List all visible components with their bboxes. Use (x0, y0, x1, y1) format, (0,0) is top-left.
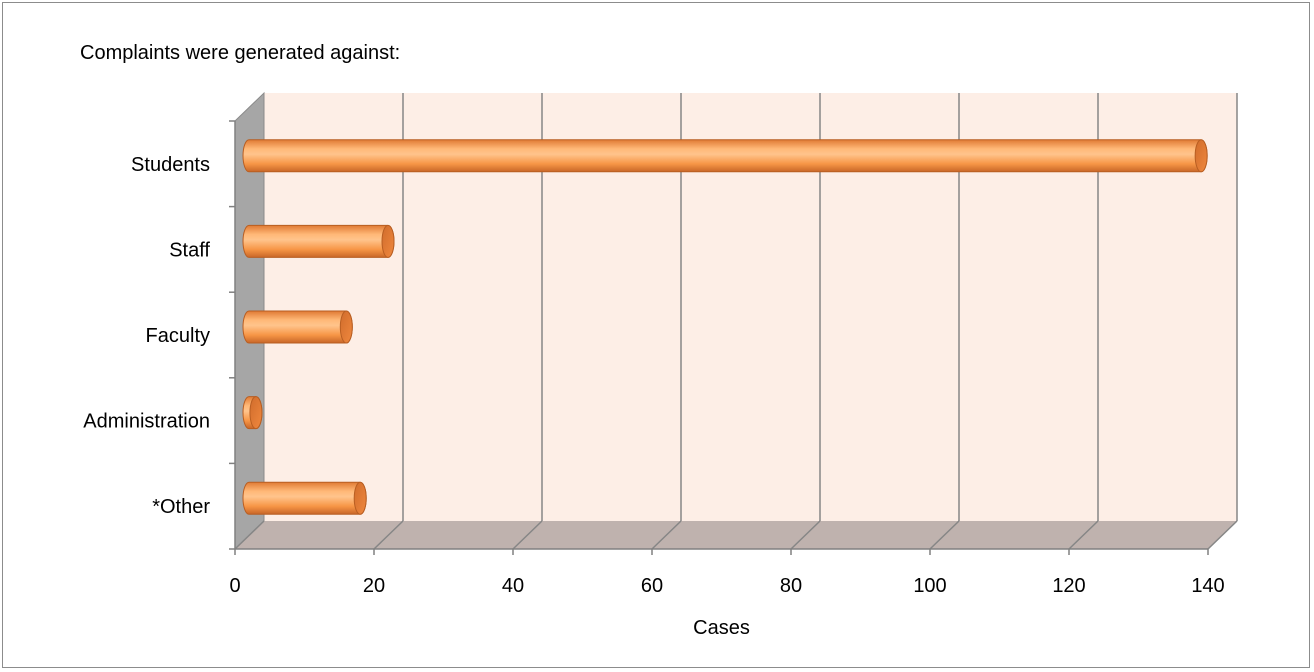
x-tick-label: 80 (780, 575, 802, 597)
x-tick-label: 100 (913, 575, 946, 597)
floor-gridline (1068, 520, 1099, 550)
x-tick-label: 120 (1052, 575, 1085, 597)
floor-gridline (790, 520, 821, 550)
x-axis-title: Cases (693, 617, 750, 639)
floor-gridline (512, 520, 543, 550)
y-tick-label: Students (131, 154, 210, 176)
bar (242, 139, 1208, 173)
y-tick-label: Faculty (146, 325, 210, 347)
bar-cap (381, 224, 395, 258)
y-tick-label: *Other (152, 496, 210, 518)
bar-cap (249, 396, 263, 430)
x-tick-label: 40 (502, 575, 524, 597)
floor-gridline (234, 520, 265, 550)
back-wall (264, 93, 1237, 521)
x-tick-label: 0 (229, 575, 240, 597)
floor-gridline (929, 520, 960, 550)
bar (242, 224, 395, 258)
floor-gridline (1207, 520, 1238, 550)
floor-gridline (651, 520, 682, 550)
floor (235, 521, 1237, 549)
y-tick-label: Staff (169, 239, 210, 261)
x-tick-label: 140 (1191, 575, 1224, 597)
x-tick-label: 20 (363, 575, 385, 597)
bar-cap (1194, 139, 1208, 173)
bar (242, 310, 353, 344)
bar (242, 481, 367, 515)
bar-cap (339, 310, 353, 344)
floor-gridline (373, 520, 404, 550)
chart-title: Complaints were generated against: (80, 42, 401, 64)
y-tick-label: Administration (83, 411, 210, 433)
x-tick-label: 60 (641, 575, 663, 597)
bar-cap (353, 481, 367, 515)
